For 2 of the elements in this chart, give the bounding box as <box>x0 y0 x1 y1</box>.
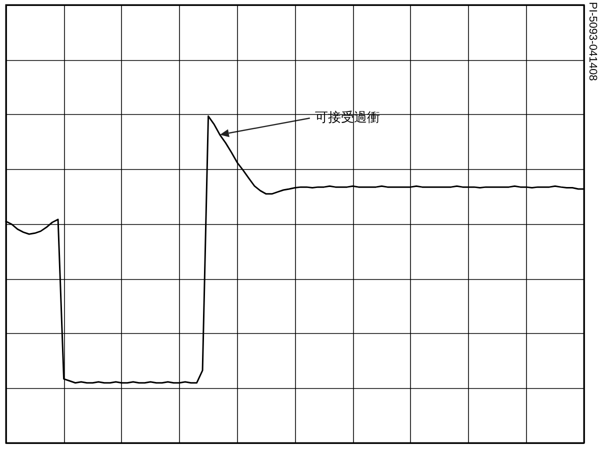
annotation: 可接受過衝 <box>314 110 380 126</box>
text: PI-5093-041408 <box>586 2 598 81</box>
